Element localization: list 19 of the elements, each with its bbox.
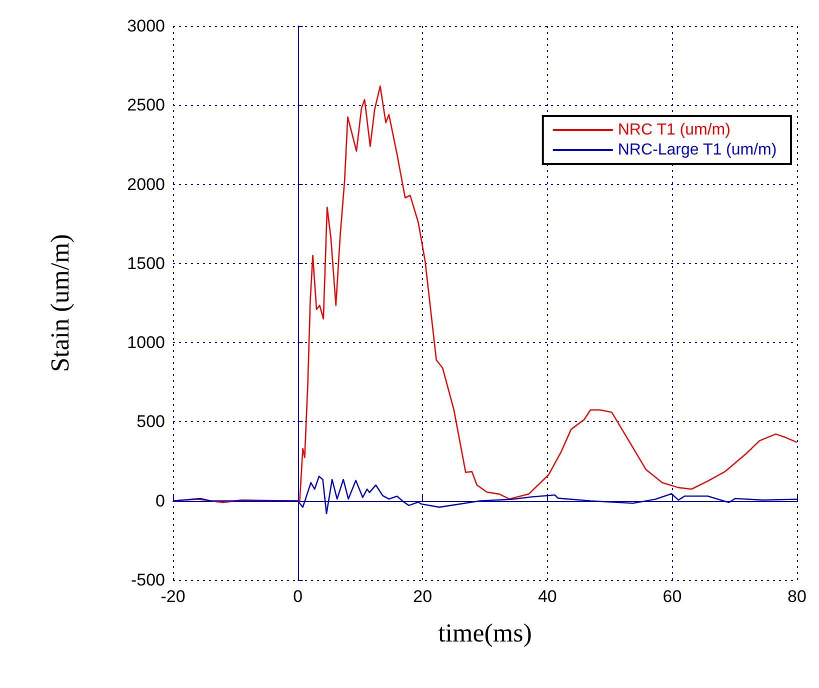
x-tick-label: 0 xyxy=(293,587,303,606)
y-tick-label: 1500 xyxy=(127,254,165,273)
y-tick-label: 2500 xyxy=(127,96,165,115)
y-tick-label: 0 xyxy=(156,491,165,510)
y-tick-label: 3000 xyxy=(127,16,165,36)
x-tick-label: -20 xyxy=(160,587,186,606)
x-tick-label: 80 xyxy=(788,587,806,606)
legend-label: NRC-Large T1 (um/m) xyxy=(618,142,777,158)
y-tick-label: 1000 xyxy=(127,333,165,352)
x-tick-label: 20 xyxy=(413,587,432,606)
line-series xyxy=(172,476,798,514)
y-tick-label: 500 xyxy=(136,412,165,432)
y-tick-label: 2000 xyxy=(127,174,165,194)
x-tick-label: 40 xyxy=(538,587,557,606)
y-tick-label: -500 xyxy=(130,570,165,590)
x-axis-title: time(ms) xyxy=(438,618,532,648)
legend-label: NRC T1 (um/m) xyxy=(618,122,730,138)
x-tick-label: 60 xyxy=(662,587,682,606)
y-axis-title: Stain (um/m) xyxy=(46,234,74,372)
